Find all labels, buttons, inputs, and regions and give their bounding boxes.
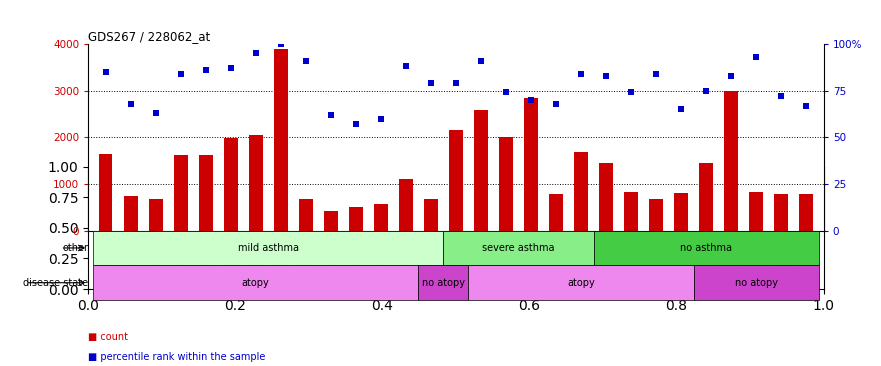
Bar — [248, 135, 263, 231]
Bar — [774, 194, 788, 231]
Point — [399, 63, 413, 69]
Point — [448, 80, 463, 86]
Text: no atopy: no atopy — [422, 278, 465, 288]
Text: disease state: disease state — [23, 278, 88, 288]
Point — [174, 71, 188, 77]
Bar — [799, 194, 813, 231]
Point — [198, 67, 212, 73]
Text: mild asthma: mild asthma — [238, 243, 299, 253]
Bar — [594, 231, 818, 265]
Bar — [674, 193, 688, 231]
Bar — [469, 265, 693, 300]
Point — [424, 80, 438, 86]
Bar — [149, 199, 162, 231]
Point — [574, 71, 589, 77]
Point — [149, 110, 163, 116]
Bar — [474, 110, 488, 231]
Point — [774, 93, 788, 99]
Point — [649, 71, 663, 77]
Point — [474, 58, 488, 64]
Bar — [93, 231, 443, 265]
Bar — [123, 195, 137, 231]
Text: GDS267 / 228062_at: GDS267 / 228062_at — [88, 30, 211, 43]
Point — [724, 73, 738, 79]
Bar — [649, 199, 663, 231]
Bar — [693, 265, 818, 300]
Bar — [374, 203, 388, 231]
Point — [123, 101, 137, 107]
Bar — [443, 231, 594, 265]
Bar — [574, 152, 588, 231]
Bar — [700, 163, 713, 231]
Bar — [349, 207, 363, 231]
Text: no asthma: no asthma — [680, 243, 732, 253]
Point — [549, 101, 563, 107]
Bar — [424, 199, 438, 231]
Point — [624, 90, 638, 96]
Point — [524, 97, 538, 103]
Bar — [599, 163, 613, 231]
Bar — [299, 199, 313, 231]
Bar — [624, 192, 638, 231]
Point — [299, 58, 313, 64]
Point — [374, 116, 388, 122]
Point — [99, 69, 113, 75]
Bar — [418, 265, 469, 300]
Point — [799, 102, 813, 108]
Text: no atopy: no atopy — [735, 278, 778, 288]
Text: other: other — [62, 243, 88, 253]
Text: severe asthma: severe asthma — [482, 243, 555, 253]
Bar — [724, 91, 738, 231]
Point — [224, 65, 238, 71]
Bar — [750, 192, 763, 231]
Point — [499, 90, 513, 96]
Bar — [99, 154, 113, 231]
Text: ■ percentile rank within the sample: ■ percentile rank within the sample — [88, 352, 265, 362]
Bar — [549, 194, 563, 231]
Point — [248, 51, 263, 56]
Bar — [274, 49, 288, 231]
Text: atopy: atopy — [567, 278, 595, 288]
Bar — [93, 265, 418, 300]
Point — [349, 121, 363, 127]
Point — [599, 73, 613, 79]
Bar — [324, 210, 337, 231]
Text: ■ count: ■ count — [88, 332, 128, 342]
Point — [700, 88, 714, 94]
Bar — [524, 98, 538, 231]
Point — [323, 112, 337, 118]
Bar — [399, 179, 413, 231]
Point — [749, 54, 763, 60]
Point — [274, 41, 288, 47]
Text: atopy: atopy — [242, 278, 270, 288]
Bar — [174, 155, 188, 231]
Bar — [224, 138, 238, 231]
Bar — [499, 137, 513, 231]
Point — [674, 106, 688, 112]
Bar — [449, 130, 463, 231]
Bar — [199, 155, 212, 231]
